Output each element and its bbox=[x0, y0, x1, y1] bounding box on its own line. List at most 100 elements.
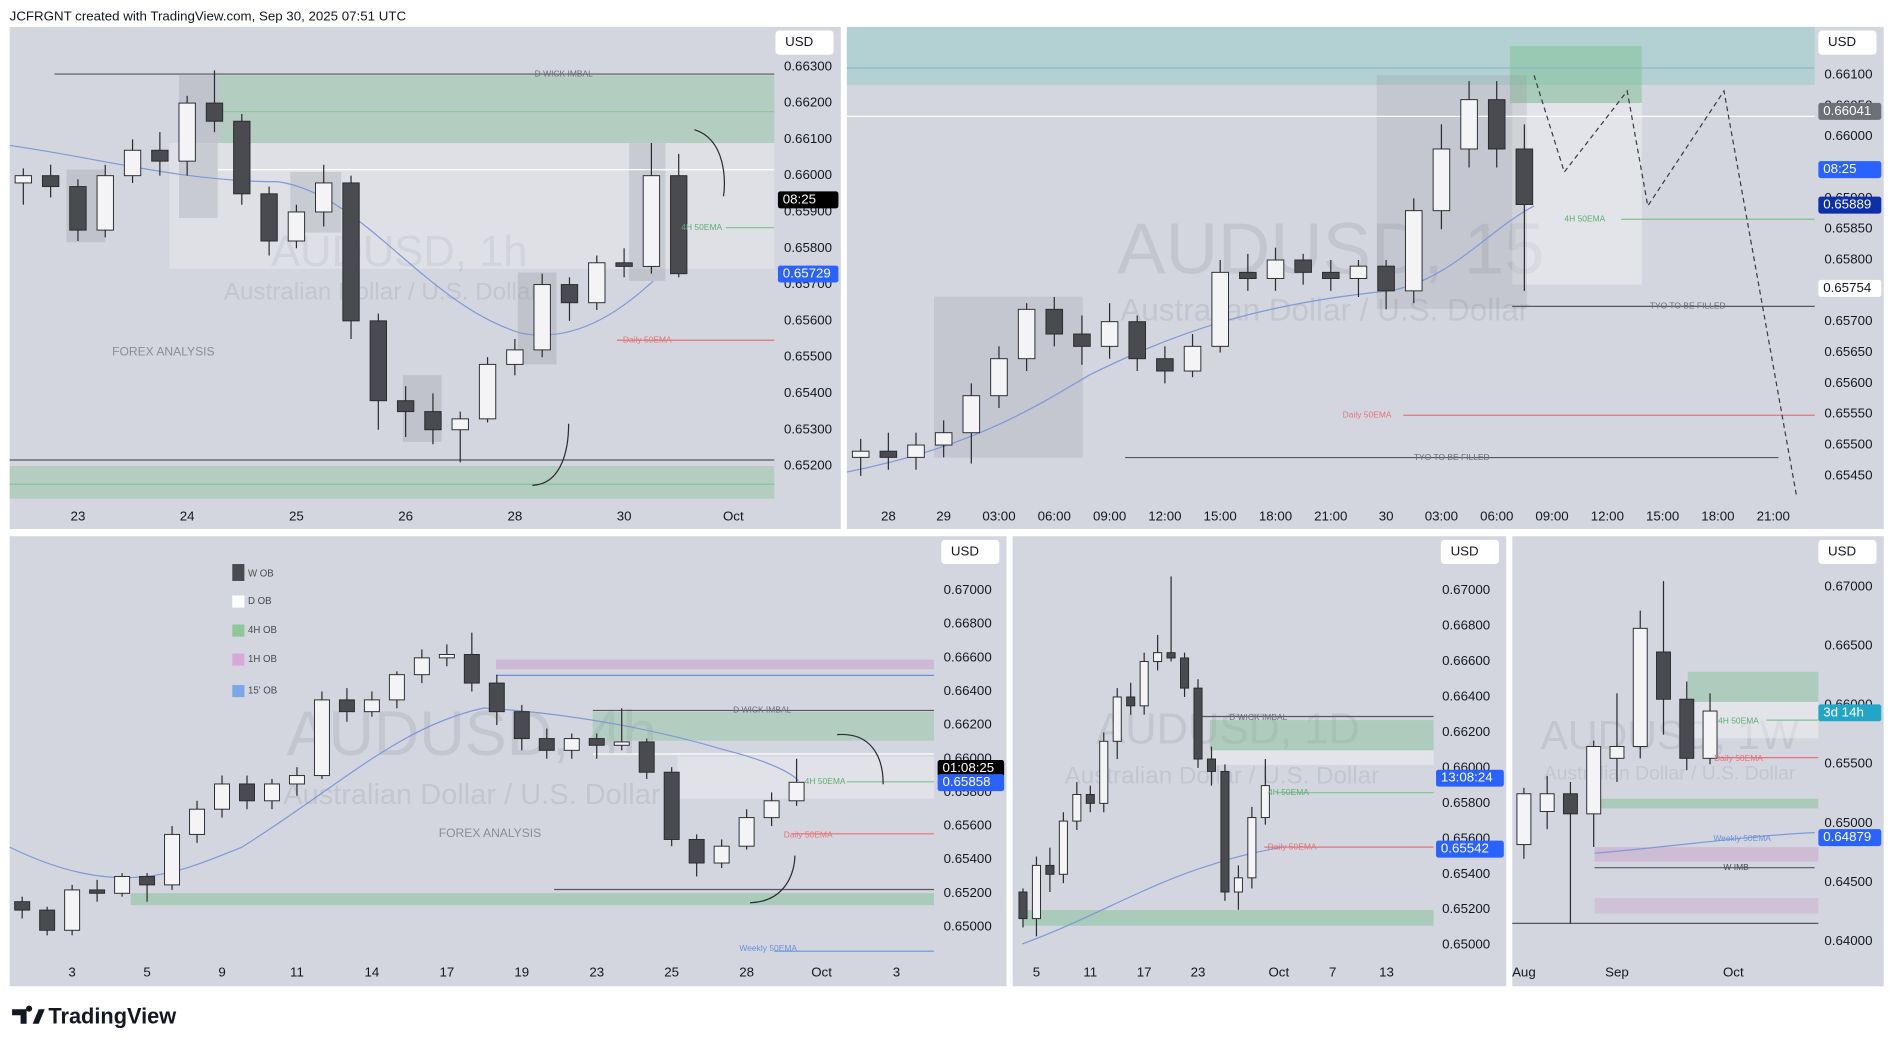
annotation: TYO TO BE FILLED bbox=[1414, 452, 1490, 462]
zone bbox=[1209, 720, 1434, 751]
candle-body bbox=[1609, 746, 1625, 759]
price-tag-box bbox=[777, 191, 839, 209]
candle-body bbox=[1153, 652, 1163, 662]
candle-body bbox=[1516, 793, 1532, 846]
candle-body bbox=[1247, 817, 1257, 879]
x-tick-label: 14 bbox=[365, 964, 380, 979]
annotation: 4H 50EMA bbox=[1564, 213, 1605, 223]
candle-body bbox=[1562, 793, 1578, 815]
zone bbox=[232, 624, 245, 637]
candle-body bbox=[315, 182, 333, 213]
y-tick-label: 0.66000 bbox=[784, 167, 832, 182]
y-tick-label: 0.65000 bbox=[1824, 815, 1872, 830]
candle-body bbox=[164, 833, 181, 886]
price-tag-label: 0.65542 bbox=[1441, 841, 1489, 856]
candle-body bbox=[1017, 308, 1036, 360]
chart-panel: AUDUSD, 1hAustralian Dollar / U.S. Dolla… bbox=[9, 26, 841, 529]
x-tick-label: Oct bbox=[1723, 964, 1744, 979]
y-tick-label: 0.66200 bbox=[944, 717, 992, 732]
y-tick-label: 0.65200 bbox=[784, 458, 832, 473]
chart-panel: AUDUSD, 1W Australian Dollar / U.S. Dolla… bbox=[1512, 536, 1884, 987]
y-tick-label: 0.65550 bbox=[1824, 406, 1872, 421]
price-tag-box bbox=[1818, 279, 1882, 297]
price-tag-box bbox=[1818, 161, 1882, 179]
currency-button[interactable] bbox=[941, 539, 1000, 565]
annotation: D WICK IMBAL bbox=[733, 705, 792, 715]
x-tick-label: 09:00 bbox=[1093, 508, 1126, 523]
candle-body bbox=[178, 102, 196, 162]
candle-body bbox=[264, 783, 280, 802]
candle-body bbox=[205, 102, 224, 122]
x-tick-label: 06:00 bbox=[1480, 508, 1513, 523]
y-tick-label: 0.65300 bbox=[784, 421, 832, 436]
price-tag-label: 01:08:25 bbox=[942, 760, 994, 775]
x-tick-label: 26 bbox=[398, 508, 413, 523]
x-tick-label: 29 bbox=[936, 508, 951, 523]
candle-body bbox=[1294, 259, 1312, 273]
y-tick-label: 0.65500 bbox=[1824, 756, 1872, 771]
y-tick-label: 0.66200 bbox=[784, 95, 832, 110]
watermark-subtitle: Australian Dollar / U.S. Dollar bbox=[224, 278, 539, 305]
currency-button[interactable] bbox=[775, 30, 834, 55]
y-tick-label: 0.66100 bbox=[784, 131, 832, 146]
annotation: D WICK IMBAL bbox=[1229, 712, 1288, 722]
annotation: 15' OB bbox=[248, 686, 277, 697]
x-tick-label: 24 bbox=[180, 508, 195, 523]
price-tag-label: 0.64879 bbox=[1823, 829, 1871, 844]
annotation: Daily 50EMA bbox=[784, 829, 833, 839]
x-tick-label: Oct bbox=[811, 964, 832, 979]
brand-logo: TradingView bbox=[12, 1003, 176, 1028]
x-tick-label: 25 bbox=[664, 964, 679, 979]
candle-body bbox=[1193, 687, 1203, 760]
candle-body bbox=[69, 186, 87, 231]
x-tick-label: Oct bbox=[1268, 964, 1289, 979]
panel-background bbox=[1512, 536, 1884, 987]
annotation: D OB bbox=[248, 596, 272, 607]
y-tick-label: 0.66400 bbox=[944, 683, 992, 698]
zone bbox=[1687, 671, 1819, 702]
annotation: Weekly 50EMA bbox=[1713, 833, 1771, 843]
candle-body bbox=[763, 800, 780, 819]
candle-body bbox=[560, 284, 579, 304]
candle-body bbox=[214, 783, 230, 810]
y-tick-label: 0.64000 bbox=[1824, 933, 1872, 948]
currency-button[interactable] bbox=[1440, 539, 1499, 565]
candle-body bbox=[879, 450, 898, 458]
currency-label: USD bbox=[785, 34, 813, 49]
chart-panel: AUDUSD, 1DAustralian Dollar / U.S. Dolla… bbox=[1012, 536, 1507, 987]
watermark-subtitle: Australian Dollar / U.S. Dollar bbox=[283, 779, 661, 811]
currency-button[interactable] bbox=[1818, 30, 1877, 55]
price-tag-box bbox=[777, 265, 839, 283]
y-tick-label: 0.66100 bbox=[1824, 66, 1872, 81]
y-tick-label: 0.66500 bbox=[1824, 638, 1872, 653]
x-tick-label: 15:00 bbox=[1204, 508, 1237, 523]
annotation: Weekly 50EMA bbox=[739, 943, 797, 953]
candle-body bbox=[670, 175, 688, 275]
candles bbox=[1018, 576, 1270, 937]
zone bbox=[217, 75, 775, 144]
x-tick-label: 12:00 bbox=[1148, 508, 1181, 523]
y-tick-label: 0.65000 bbox=[944, 918, 992, 933]
y-tick-label: 0.65650 bbox=[1824, 344, 1872, 359]
candle-body bbox=[41, 175, 60, 188]
price-tag-label: 08:25 bbox=[1823, 161, 1856, 176]
x-tick-label: 23 bbox=[71, 508, 86, 523]
candle-body bbox=[151, 149, 169, 162]
zone bbox=[1594, 847, 1819, 862]
y-tick-label: 0.65700 bbox=[1824, 313, 1872, 328]
x-tick-label: 17 bbox=[439, 964, 454, 979]
y-tick-label: 0.65200 bbox=[1442, 901, 1490, 916]
candle-body bbox=[1085, 794, 1095, 804]
candle-body bbox=[1018, 891, 1028, 920]
candle-body bbox=[260, 193, 278, 242]
zone bbox=[1594, 798, 1819, 809]
y-tick-label: 0.65400 bbox=[944, 851, 992, 866]
brand-name: TradingView bbox=[48, 1003, 176, 1028]
candle-body bbox=[1233, 877, 1243, 893]
y-tick-label: 0.65200 bbox=[944, 885, 992, 900]
candle-body bbox=[1679, 698, 1695, 759]
currency-button[interactable] bbox=[1818, 539, 1877, 565]
arrow-curve bbox=[750, 734, 884, 904]
candle-body bbox=[89, 889, 106, 894]
candle-body bbox=[1126, 696, 1136, 707]
